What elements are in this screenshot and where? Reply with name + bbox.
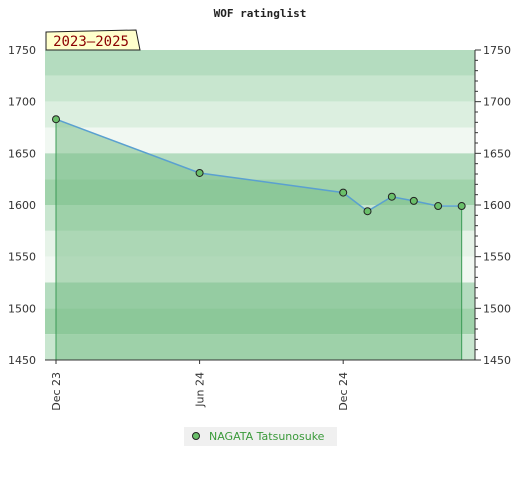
y-tick-label-left: 1550 (8, 251, 36, 264)
y-tick-label-right: 1500 (483, 302, 511, 315)
chart-title: WOF ratinglist (214, 7, 307, 20)
x-tick-label: Dec 23 (50, 372, 63, 411)
y-tick-label-left: 1500 (8, 302, 36, 315)
date-range-badge-label: 2023–2025 (53, 34, 129, 50)
y-tick-label-right: 1750 (483, 44, 511, 57)
background-band (45, 50, 475, 76)
data-point[interactable] (363, 207, 372, 216)
y-tick-label-left: 1450 (8, 354, 36, 367)
y-tick-label-right: 1700 (483, 96, 511, 109)
area-edge-lines (55, 119, 463, 360)
y-tick-label-left: 1600 (8, 199, 36, 212)
data-point[interactable] (387, 192, 396, 201)
y-tick-labels-left: 1450 1500 1550 1600 1650 1700 1750 (8, 44, 36, 367)
background-band (45, 101, 475, 128)
data-point[interactable] (409, 196, 418, 205)
data-point[interactable] (195, 168, 204, 177)
x-tick-label: Dec 24 (337, 372, 350, 411)
date-range-badge: 2023–2025 (45, 29, 141, 51)
x-tick-label: Jun 24 (194, 372, 207, 408)
legend[interactable]: NAGATA Tatsunosuke (184, 427, 337, 446)
y-tick-label-left: 1700 (8, 96, 36, 109)
y-tick-label-left: 1750 (8, 44, 36, 57)
y-tick-label-right: 1600 (483, 199, 511, 212)
axes (45, 49, 481, 361)
data-point[interactable] (339, 188, 348, 197)
data-point[interactable] (52, 115, 60, 124)
legend-background (184, 427, 337, 446)
legend-marker-icon (192, 432, 200, 440)
y-tick-label-left: 1650 (8, 147, 36, 160)
series-area-fill (56, 119, 462, 360)
series-markers (52, 115, 466, 216)
series-line (55, 118, 462, 213)
background-band (45, 75, 475, 102)
x-tick-labels: Dec 23 Jun 24 Dec 24 (50, 360, 350, 411)
legend-series-label: NAGATA Tatsunosuke (209, 430, 325, 443)
data-point[interactable] (457, 202, 466, 211)
date-range-badge-box (45, 29, 141, 51)
data-point[interactable] (434, 202, 443, 211)
y-tick-labels-right: 1450 1500 1550 1600 1650 1700 1750 (483, 44, 511, 367)
y-tick-label-right: 1550 (483, 251, 511, 264)
y-tick-label-right: 1650 (483, 147, 511, 160)
y-tick-label-right: 1450 (483, 354, 511, 367)
